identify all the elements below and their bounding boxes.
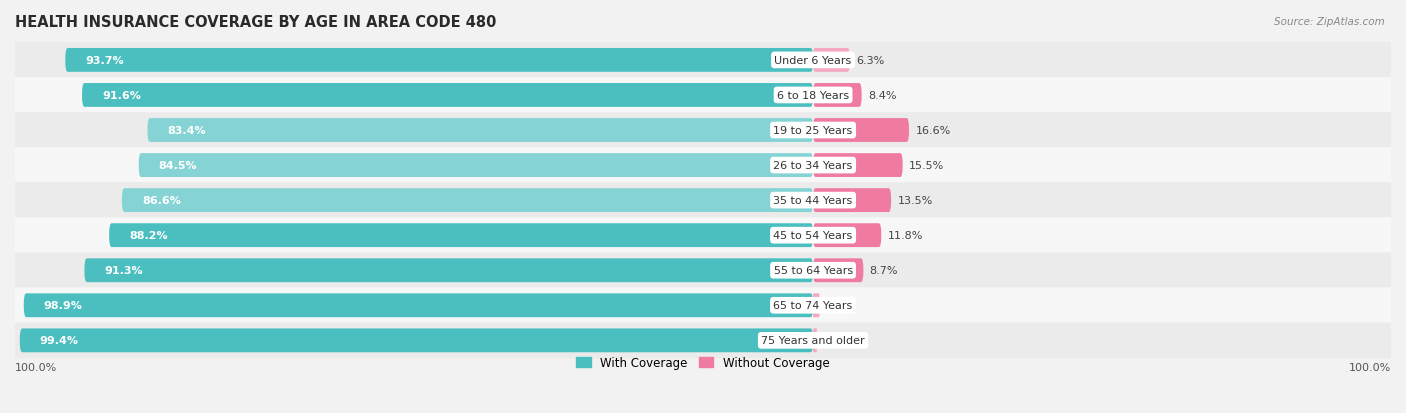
FancyBboxPatch shape: [15, 218, 1391, 254]
Text: 16.6%: 16.6%: [915, 126, 950, 136]
Text: Under 6 Years: Under 6 Years: [775, 56, 852, 66]
FancyBboxPatch shape: [65, 49, 813, 73]
Text: 15.5%: 15.5%: [910, 161, 945, 171]
FancyBboxPatch shape: [813, 84, 862, 108]
FancyBboxPatch shape: [15, 288, 1391, 323]
Text: 55 to 64 Years: 55 to 64 Years: [773, 266, 852, 275]
FancyBboxPatch shape: [813, 329, 817, 352]
Text: 13.5%: 13.5%: [897, 196, 932, 206]
Legend: With Coverage, Without Coverage: With Coverage, Without Coverage: [572, 351, 834, 374]
Text: 91.6%: 91.6%: [103, 91, 141, 101]
FancyBboxPatch shape: [15, 148, 1391, 183]
FancyBboxPatch shape: [813, 49, 849, 73]
Text: 100.0%: 100.0%: [1348, 362, 1391, 372]
Text: Source: ZipAtlas.com: Source: ZipAtlas.com: [1274, 17, 1385, 26]
FancyBboxPatch shape: [82, 84, 813, 108]
Text: 45 to 54 Years: 45 to 54 Years: [773, 230, 852, 241]
Text: 75 Years and older: 75 Years and older: [761, 335, 865, 346]
Text: 8.4%: 8.4%: [868, 91, 897, 101]
Text: 93.7%: 93.7%: [86, 56, 124, 66]
Text: 100.0%: 100.0%: [15, 362, 58, 372]
Text: 35 to 44 Years: 35 to 44 Years: [773, 196, 852, 206]
FancyBboxPatch shape: [813, 224, 882, 247]
Text: 6 to 18 Years: 6 to 18 Years: [778, 91, 849, 101]
Text: 86.6%: 86.6%: [142, 196, 181, 206]
Text: 98.9%: 98.9%: [44, 301, 83, 311]
Text: 19 to 25 Years: 19 to 25 Years: [773, 126, 852, 136]
FancyBboxPatch shape: [813, 189, 891, 213]
FancyBboxPatch shape: [813, 294, 820, 318]
Text: 11.8%: 11.8%: [887, 230, 922, 241]
FancyBboxPatch shape: [813, 154, 903, 178]
Text: 99.4%: 99.4%: [39, 335, 79, 346]
FancyBboxPatch shape: [15, 43, 1391, 78]
FancyBboxPatch shape: [24, 294, 813, 318]
FancyBboxPatch shape: [15, 78, 1391, 114]
Text: 65 to 74 Years: 65 to 74 Years: [773, 301, 852, 311]
FancyBboxPatch shape: [110, 224, 813, 247]
FancyBboxPatch shape: [15, 183, 1391, 218]
Text: 88.2%: 88.2%: [129, 230, 167, 241]
FancyBboxPatch shape: [15, 253, 1391, 288]
FancyBboxPatch shape: [84, 259, 813, 282]
FancyBboxPatch shape: [813, 259, 863, 282]
Text: 84.5%: 84.5%: [159, 161, 197, 171]
Text: 91.3%: 91.3%: [104, 266, 143, 275]
Text: 8.7%: 8.7%: [870, 266, 898, 275]
FancyBboxPatch shape: [15, 113, 1391, 149]
FancyBboxPatch shape: [20, 329, 813, 352]
Text: 6.3%: 6.3%: [856, 56, 884, 66]
Text: 0.64%: 0.64%: [823, 335, 859, 346]
Text: 26 to 34 Years: 26 to 34 Years: [773, 161, 852, 171]
FancyBboxPatch shape: [139, 154, 813, 178]
FancyBboxPatch shape: [148, 119, 813, 142]
Text: HEALTH INSURANCE COVERAGE BY AGE IN AREA CODE 480: HEALTH INSURANCE COVERAGE BY AGE IN AREA…: [15, 15, 496, 30]
Text: 83.4%: 83.4%: [167, 126, 207, 136]
FancyBboxPatch shape: [122, 189, 813, 213]
FancyBboxPatch shape: [813, 119, 910, 142]
FancyBboxPatch shape: [15, 323, 1391, 358]
Text: 1.1%: 1.1%: [825, 301, 853, 311]
